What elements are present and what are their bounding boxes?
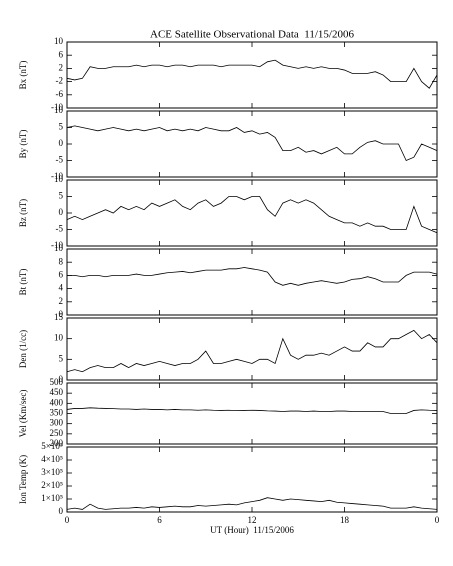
- data-line: [66, 125, 438, 162]
- y-tick-label: 5: [59, 191, 64, 201]
- data-line: [66, 497, 438, 510]
- y-tick-label: 3×10⁵: [41, 467, 63, 477]
- x-tick-label: 6: [157, 515, 162, 525]
- data-line: [66, 196, 438, 234]
- y-tick-label: 10: [54, 243, 64, 253]
- y-axis-label: Bx (nT): [18, 61, 28, 90]
- y-tick-label: 4: [59, 283, 64, 293]
- panel-frame: [66, 446, 438, 513]
- y-tick-label: 0: [59, 506, 64, 516]
- y-tick-label: 6: [59, 269, 64, 279]
- y-tick-label: 250: [50, 428, 64, 438]
- y-tick-label: -5: [56, 155, 64, 165]
- data-line: [66, 59, 438, 89]
- y-tick-label: 10: [54, 333, 64, 343]
- panel-frame: [66, 41, 438, 109]
- y-axis-label: Vel (Km/sec): [18, 390, 28, 438]
- x-tick-label: 18: [340, 515, 350, 525]
- y-tick-label: 200: [50, 438, 64, 448]
- y-tick-label: 300: [50, 418, 64, 428]
- y-tick-label: -2: [56, 76, 64, 86]
- panel-frame: [66, 110, 438, 178]
- x-tick-label: 0: [435, 515, 440, 525]
- y-tick-label: 450: [50, 387, 64, 397]
- y-tick-label: 10: [54, 105, 64, 115]
- data-line: [66, 329, 438, 373]
- y-tick-label: 2×10⁵: [41, 480, 63, 490]
- y-tick-label: 15: [54, 312, 64, 322]
- y-tick-label: 0: [59, 138, 64, 148]
- y-tick-label: 5: [59, 353, 64, 363]
- y-axis-label: Bz (nT): [18, 199, 28, 227]
- chart-title: ACE Satellite Observational Data 11/15/2…: [150, 29, 354, 41]
- y-tick-label: 500: [50, 377, 64, 387]
- y-tick-label: 5: [59, 122, 64, 132]
- y-axis-label: Ion Temp (K): [18, 455, 28, 504]
- x-tick-label: 0: [65, 515, 70, 525]
- panel-frame: [66, 179, 438, 247]
- panel-frame: [66, 248, 438, 316]
- y-tick-label: 350: [50, 408, 64, 418]
- y-tick-label: -10: [51, 102, 63, 112]
- x-tick-label: 12: [248, 515, 257, 525]
- y-tick-label: -10: [51, 240, 63, 250]
- y-tick-label: 6: [59, 49, 64, 59]
- y-tick-label: 0: [59, 374, 64, 384]
- y-tick-label: 10: [54, 36, 64, 46]
- panel-frame: [66, 382, 438, 445]
- panel-frame: [66, 317, 438, 381]
- y-tick-label: -10: [51, 171, 63, 181]
- y-tick-label: -5: [56, 224, 64, 234]
- x-axis-label: UT (Hour) 11/15/2006: [210, 525, 294, 535]
- y-axis-label: By (nT): [18, 130, 28, 159]
- y-axis-label: Bt (nT): [18, 269, 28, 296]
- y-tick-label: 10: [54, 174, 64, 184]
- y-tick-label: 2: [59, 296, 64, 306]
- y-tick-label: 5×10⁵: [41, 441, 63, 451]
- y-tick-label: 0: [59, 207, 64, 217]
- y-tick-label: 0: [59, 309, 64, 319]
- y-tick-label: -6: [56, 89, 64, 99]
- data-line: [67, 267, 438, 286]
- y-tick-label: 4×10⁵: [41, 454, 63, 464]
- y-tick-label: 8: [59, 256, 64, 266]
- y-tick-label: 1×10⁵: [41, 493, 63, 503]
- y-tick-label: 2: [59, 62, 64, 72]
- data-line: [66, 407, 438, 414]
- y-tick-label: 400: [50, 397, 64, 407]
- y-axis-label: Den (1/cc): [18, 330, 28, 368]
